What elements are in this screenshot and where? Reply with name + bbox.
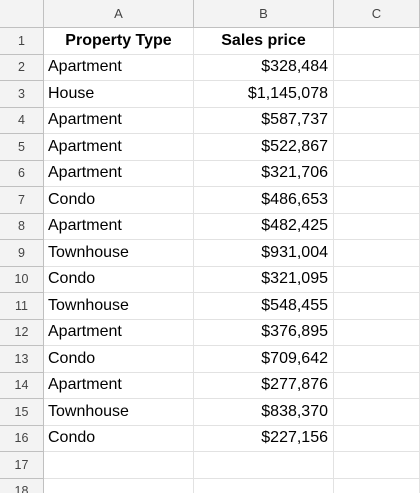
cell-empty[interactable]: [334, 478, 420, 493]
cell-empty[interactable]: [334, 319, 420, 346]
row-header[interactable]: 8: [0, 213, 44, 240]
cell-empty[interactable]: [44, 452, 194, 479]
row-header[interactable]: 7: [0, 187, 44, 214]
cell-property-type[interactable]: Apartment: [44, 134, 194, 161]
column-header-b[interactable]: B: [194, 0, 334, 28]
cell-empty[interactable]: [334, 372, 420, 399]
cell-a1-property-type[interactable]: Property Type: [44, 28, 194, 55]
cell-property-type[interactable]: Apartment: [44, 107, 194, 134]
cell-empty[interactable]: [334, 134, 420, 161]
row-header[interactable]: 10: [0, 266, 44, 293]
cell-sales-price[interactable]: $277,876: [194, 372, 334, 399]
cell-property-type[interactable]: Townhouse: [44, 399, 194, 426]
cell-empty[interactable]: [194, 452, 334, 479]
cell-empty[interactable]: [194, 478, 334, 493]
row-header[interactable]: 15: [0, 399, 44, 426]
cell-sales-price[interactable]: $321,706: [194, 160, 334, 187]
cell-sales-price[interactable]: $838,370: [194, 399, 334, 426]
cell-empty[interactable]: [334, 399, 420, 426]
row-header[interactable]: 9: [0, 240, 44, 267]
cell-sales-price[interactable]: $227,156: [194, 425, 334, 452]
cell-property-type[interactable]: Apartment: [44, 213, 194, 240]
cell-sales-price[interactable]: $328,484: [194, 54, 334, 81]
cell-sales-price[interactable]: $709,642: [194, 346, 334, 373]
cell-empty[interactable]: [334, 346, 420, 373]
row-header[interactable]: 1: [0, 28, 44, 55]
cell-sales-price[interactable]: $931,004: [194, 240, 334, 267]
cell-property-type[interactable]: Townhouse: [44, 293, 194, 320]
cell-empty[interactable]: [334, 293, 420, 320]
cell-sales-price[interactable]: $321,095: [194, 266, 334, 293]
cell-property-type[interactable]: Condo: [44, 187, 194, 214]
row-header[interactable]: 14: [0, 372, 44, 399]
cell-sales-price[interactable]: $376,895: [194, 319, 334, 346]
cell-b1-sales-price[interactable]: Sales price: [194, 28, 334, 55]
cell-empty[interactable]: [334, 187, 420, 214]
cell-sales-price[interactable]: $548,455: [194, 293, 334, 320]
column-header-c[interactable]: C: [334, 0, 420, 28]
cell-property-type[interactable]: Apartment: [44, 319, 194, 346]
cell-sales-price[interactable]: $522,867: [194, 134, 334, 161]
cell-empty[interactable]: [334, 213, 420, 240]
cell-sales-price[interactable]: $482,425: [194, 213, 334, 240]
select-all-corner[interactable]: [0, 0, 44, 28]
cell-property-type[interactable]: Condo: [44, 425, 194, 452]
row-header[interactable]: 11: [0, 293, 44, 320]
cell-empty[interactable]: [334, 425, 420, 452]
row-header[interactable]: 17: [0, 452, 44, 479]
cell-c1[interactable]: [334, 28, 420, 55]
cell-property-type[interactable]: Apartment: [44, 54, 194, 81]
row-header[interactable]: 6: [0, 160, 44, 187]
cell-property-type[interactable]: Condo: [44, 266, 194, 293]
cell-sales-price[interactable]: $587,737: [194, 107, 334, 134]
cell-empty[interactable]: [44, 478, 194, 493]
cell-empty[interactable]: [334, 266, 420, 293]
cell-empty[interactable]: [334, 81, 420, 108]
row-header[interactable]: 16: [0, 425, 44, 452]
cell-empty[interactable]: [334, 452, 420, 479]
row-header[interactable]: 12: [0, 319, 44, 346]
cell-sales-price[interactable]: $486,653: [194, 187, 334, 214]
row-header[interactable]: 4: [0, 107, 44, 134]
cell-property-type[interactable]: Apartment: [44, 372, 194, 399]
row-header[interactable]: 13: [0, 346, 44, 373]
cell-empty[interactable]: [334, 240, 420, 267]
cell-sales-price[interactable]: $1,145,078: [194, 81, 334, 108]
row-header[interactable]: 5: [0, 134, 44, 161]
cell-empty[interactable]: [334, 54, 420, 81]
cell-property-type[interactable]: Apartment: [44, 160, 194, 187]
column-header-a[interactable]: A: [44, 0, 194, 28]
cell-property-type[interactable]: Townhouse: [44, 240, 194, 267]
cell-property-type[interactable]: Condo: [44, 346, 194, 373]
cell-empty[interactable]: [334, 160, 420, 187]
cell-empty[interactable]: [334, 107, 420, 134]
row-header[interactable]: 2: [0, 54, 44, 81]
cell-property-type[interactable]: House: [44, 81, 194, 108]
row-header[interactable]: 3: [0, 81, 44, 108]
row-header[interactable]: 18: [0, 478, 44, 493]
